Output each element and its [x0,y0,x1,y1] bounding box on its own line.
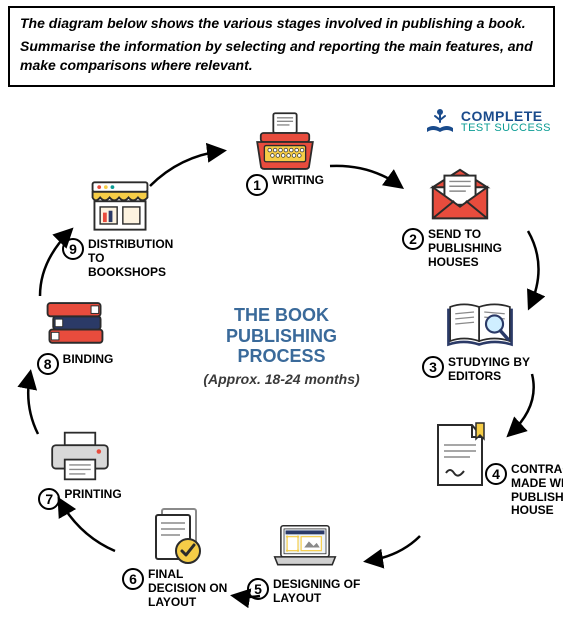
stage-8-binding: 8 BINDING [15,291,135,375]
document-check-icon [145,506,215,566]
stage-number: 3 [422,356,444,378]
stage-1-writing: 1 WRITING [225,112,345,196]
process-duration: (Approx. 18-24 months) [182,371,382,387]
process-title: THE BOOK PUBLISHING PROCESS [182,305,382,367]
books-stack-icon [40,291,110,351]
stage-6-final-decision: 6 FINAL DECISION ON LAYOUT [120,506,240,609]
logo-line-1: COMPLETE [461,109,551,123]
stage-5-designing: 5 DESIGNING OF LAYOUT [245,516,365,606]
stage-number: 5 [247,578,269,600]
stage-2-send: 2 SEND TO PUBLISHING HOUSES [400,166,520,269]
stage-number: 9 [62,238,84,260]
center-title: THE BOOK PUBLISHING PROCESS (Approx. 18-… [182,305,382,387]
stage-label: DISTRIBUTION TO BOOKSHOPS [88,238,178,279]
stage-label: STUDYING BY EDITORS [448,356,538,384]
stage-3-studying: 3 STUDYING BY EDITORS [420,294,540,384]
stage-label: SEND TO PUBLISHING HOUSES [428,228,518,269]
envelope-icon [425,166,495,226]
printer-icon [45,426,115,486]
logo-icon [423,106,457,136]
task-instruction-box: The diagram below shows the various stag… [8,6,555,87]
brand-logo: COMPLETE TEST SUCCESS [423,106,551,136]
stage-number: 1 [246,174,268,196]
bookshop-icon [85,176,155,236]
task-line-1: The diagram below shows the various stag… [20,14,543,33]
stage-label: CONTRACT MADE WITH PUBLISHING HOUSE [511,463,563,518]
logo-text: COMPLETE TEST SUCCESS [461,109,551,134]
stage-number: 4 [485,463,507,485]
stage-label: PRINTING [64,488,121,502]
stage-number: 2 [402,228,424,250]
stage-4-label-block: 4 CONTRACT MADE WITH PUBLISHING HOUSE [485,461,560,518]
stage-label: DESIGNING OF LAYOUT [273,578,363,606]
logo-line-2: TEST SUCCESS [461,123,551,134]
open-book-magnifier-icon [445,294,515,354]
stage-7-printing: 7 PRINTING [20,426,140,510]
stage-number: 6 [122,568,144,590]
laptop-design-icon [270,516,340,576]
stage-label: BINDING [63,353,114,367]
stage-9-distribution: 9 DISTRIBUTION TO BOOKSHOPS [60,176,180,279]
task-line-2: Summarise the information by selecting a… [20,37,543,75]
stage-number: 7 [38,488,60,510]
typewriter-icon [250,112,320,172]
stage-label: FINAL DECISION ON LAYOUT [148,568,238,609]
stage-number: 8 [37,353,59,375]
stage-label: WRITING [272,174,324,188]
